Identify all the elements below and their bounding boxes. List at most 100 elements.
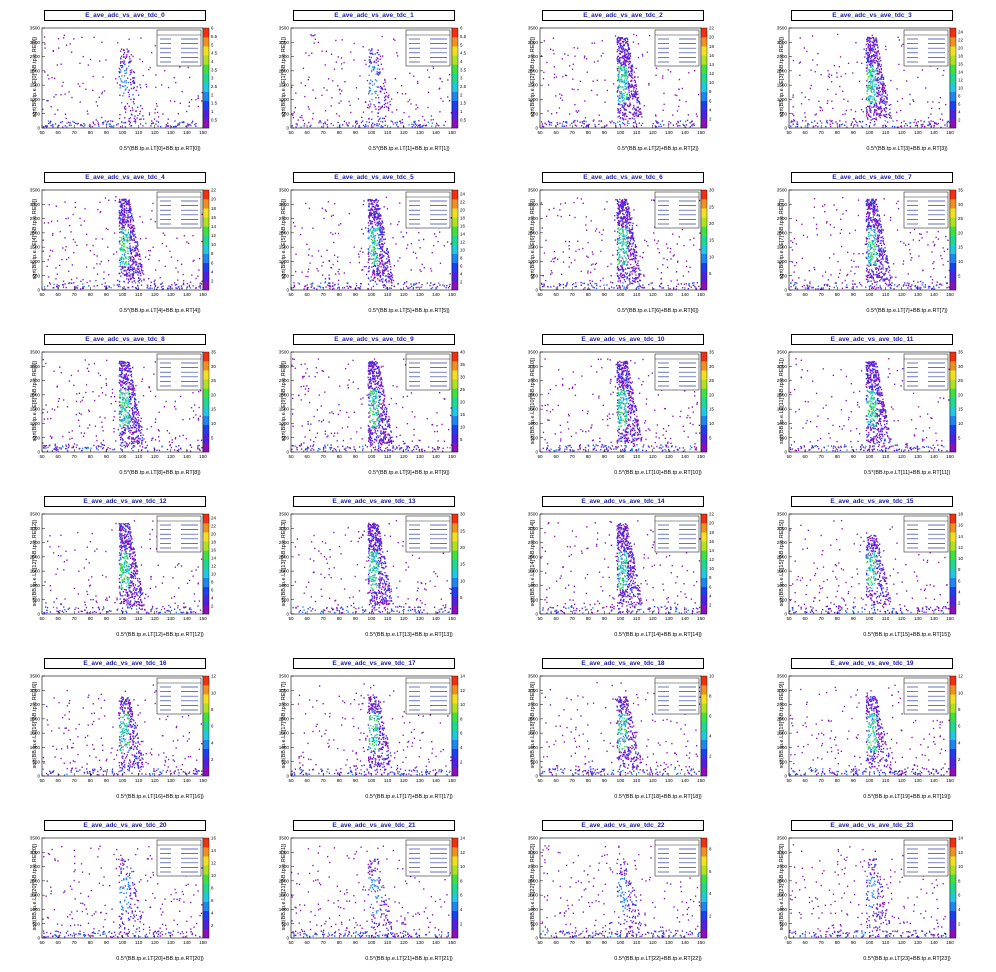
heatmap-cell [909, 125, 911, 128]
heatmap-cell [128, 279, 130, 281]
heatmap-cell [380, 278, 382, 281]
heatmap-cell [370, 258, 372, 260]
heatmap-cell [135, 255, 137, 257]
colorbar-segment [950, 37, 956, 47]
heatmap-cell [559, 209, 561, 211]
heatmap-cell [126, 86, 128, 89]
heatmap-cell [43, 222, 46, 224]
heatmap-cell [637, 110, 639, 112]
heatmap-cell [673, 287, 675, 289]
heatmap-cell [384, 79, 386, 81]
heatmap-cell [624, 53, 626, 55]
heatmap-cell [397, 260, 399, 262]
heatmap-cell [122, 228, 125, 231]
heatmap-cell [920, 124, 922, 126]
heatmap-cell [410, 242, 413, 245]
heatmap-cell [630, 263, 632, 266]
heatmap-cell [317, 41, 319, 44]
heatmap-cell [161, 242, 163, 245]
heatmap-cell [550, 270, 553, 272]
heatmap-cell [434, 233, 436, 235]
heatmap-cell [870, 63, 872, 65]
heatmap-cell [64, 249, 67, 251]
heatmap-cell [910, 122, 912, 124]
heatmap-cell [312, 89, 314, 91]
colorbar-tick-label: 3 [211, 76, 214, 81]
heatmap-cell [411, 126, 413, 128]
heatmap-cell [869, 46, 872, 49]
y-tick-label: 500 [281, 111, 289, 116]
colorbar-segment [950, 109, 956, 120]
heatmap-cell [884, 100, 886, 103]
heatmap-cell [580, 281, 582, 284]
heatmap-cell [388, 276, 390, 279]
heatmap-cell [135, 247, 137, 249]
heatmap-cell [867, 40, 869, 42]
heatmap-cell [105, 227, 107, 230]
heatmap-cell [127, 202, 129, 205]
heatmap-cell [878, 70, 880, 72]
heatmap-cell [391, 276, 393, 279]
heatmap-cell [73, 252, 75, 254]
histogram-panel: 50 60 70 80 90 100 110 120 130 140 150 0 500 1000 1500… [498, 162, 747, 324]
heatmap-cell [655, 115, 657, 117]
heatmap-cell [320, 255, 323, 258]
heatmap-cell [141, 107, 143, 110]
heatmap-cell [131, 227, 133, 229]
heatmap-cell [622, 106, 624, 109]
heatmap-cell [624, 85, 626, 87]
heatmap-cell [869, 105, 871, 107]
heatmap-cell [340, 100, 342, 102]
heatmap-cell [129, 219, 132, 222]
heatmap-cell [867, 59, 869, 61]
x-tick-label: 70 [819, 130, 825, 135]
heatmap-cell [94, 123, 96, 126]
heatmap-cell [625, 109, 627, 111]
heatmap-cell [871, 41, 873, 43]
y-tick-label: 0 [37, 288, 40, 293]
heatmap-cell [63, 34, 65, 36]
heatmap-cell [869, 106, 871, 108]
heatmap-cell [662, 75, 664, 77]
heatmap-cell [358, 126, 360, 128]
heatmap-cell [131, 69, 133, 71]
heatmap-cell [130, 71, 133, 73]
heatmap-cell [139, 84, 141, 86]
heatmap-cell [663, 103, 665, 105]
heatmap-cell [128, 226, 131, 228]
heatmap-cell [402, 236, 405, 238]
heatmap-cell [76, 277, 78, 279]
heatmap-cell [642, 256, 644, 259]
heatmap-cell [870, 47, 873, 50]
heatmap-cell [66, 122, 68, 124]
heatmap-cell [133, 280, 136, 282]
heatmap-cell [324, 281, 327, 283]
heatmap-cell [295, 123, 297, 125]
heatmap-cell [155, 269, 157, 271]
heatmap-cell [632, 113, 634, 115]
heatmap-cell [847, 100, 849, 102]
heatmap-cell [678, 78, 681, 81]
heatmap-cell [376, 262, 378, 265]
y-axis-label: sqrt(BB.tp.e.LE[4]*BB.tp.e.RE[4]) [32, 198, 38, 280]
heatmap-cell [48, 204, 50, 206]
heatmap-cell [883, 90, 885, 93]
heatmap-cell [373, 83, 376, 85]
heatmap-cell [61, 284, 64, 286]
heatmap-cell [854, 124, 856, 126]
heatmap-cell [130, 232, 132, 234]
heatmap-cell [307, 287, 309, 289]
heatmap-cell [870, 52, 872, 54]
x-tick-label: 50 [39, 292, 45, 297]
heatmap-cell [170, 125, 172, 128]
heatmap-cell [924, 126, 926, 128]
heatmap-cell [872, 50, 874, 53]
heatmap-cell [610, 122, 612, 124]
heatmap-cell [102, 76, 104, 78]
heatmap-cell [376, 204, 378, 207]
heatmap-cell [96, 263, 98, 265]
heatmap-cell [836, 123, 838, 125]
heatmap-cell [380, 218, 382, 220]
heatmap-cell [619, 204, 621, 206]
heatmap-cell [621, 217, 623, 220]
